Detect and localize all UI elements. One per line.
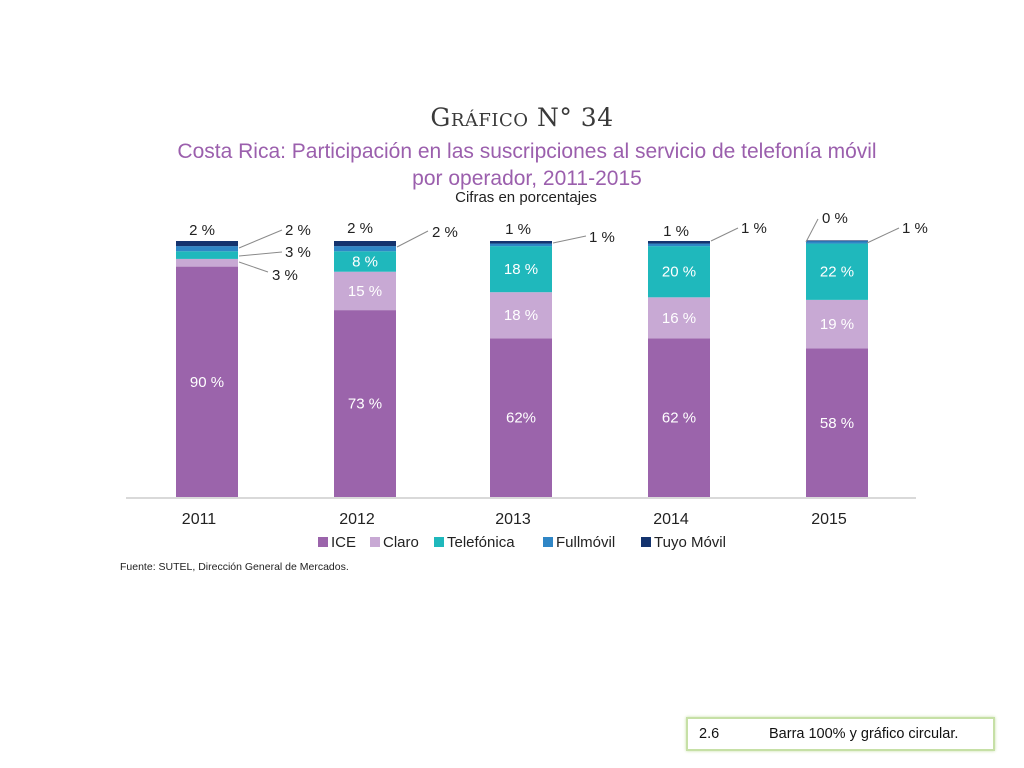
data-label-ice-2013: 62%	[506, 410, 536, 427]
bar-segment-claro-2013	[490, 292, 552, 339]
data-label-fullmovil-2015: 1 %	[902, 220, 928, 237]
bar-segment-claro-2012	[334, 271, 396, 311]
data-label-fullmovil-2014: 1 %	[741, 220, 767, 237]
bar-segment-tuyo-movil-2012	[334, 241, 396, 247]
bar-segment-tuyo-movil-2015	[806, 240, 868, 242]
bar-segment-ice-2013	[490, 338, 552, 497]
data-label-tuyo-movil-2012: 2 %	[347, 220, 373, 237]
data-label-fullmovil-2011: 2 %	[285, 222, 311, 239]
data-label-telefonica-2011: 3 %	[285, 244, 311, 261]
bar-segment-claro-2011	[176, 258, 238, 267]
x-tick-label-2012: 2012	[339, 511, 375, 528]
bar-segment-tuyo-movil-2013	[490, 241, 552, 244]
bar-segment-tuyo-movil-2011	[176, 241, 238, 247]
x-tick-label-2015: 2015	[811, 511, 847, 528]
chart-subtitle-line1: Costa Rica: Participación en las suscrip…	[177, 140, 877, 163]
slide-note-box: 2.6 Barra 100% y gráfico circular.	[686, 717, 995, 751]
data-label-claro-2014: 16 %	[662, 310, 696, 327]
legend-swatch-ice	[318, 537, 328, 547]
data-label-tuyo-movil-2014: 1 %	[663, 223, 689, 240]
bar-segment-fullmovil-2015	[806, 241, 868, 244]
legend-swatch-claro	[370, 537, 380, 547]
callout-line-fullmovil-2014	[710, 227, 739, 242]
data-label-claro-2012: 15 %	[348, 283, 382, 300]
legend-label-telefonica: Telefónica	[447, 534, 515, 551]
data-label-claro-2015: 19 %	[820, 316, 854, 333]
callout-line-fullmovil-2013	[552, 235, 587, 244]
bar-segment-telefonica-2011	[176, 251, 238, 259]
bar-segment-ice-2012	[334, 310, 396, 497]
data-label-telefonica-2012: 8 %	[352, 253, 378, 270]
callout-line-claro-2011	[238, 261, 269, 273]
bar-segment-tuyo-movil-2014	[648, 241, 710, 244]
callout-line-fullmovil-2011	[238, 229, 283, 249]
x-tick-label-2013: 2013	[495, 511, 531, 528]
callout-line-fullmovil-2015	[866, 227, 900, 244]
data-label-ice-2012: 73 %	[348, 396, 382, 413]
chart-units: Cifras en porcentajes	[455, 189, 597, 206]
data-label-ice-2015: 58 %	[820, 415, 854, 432]
legend-label-ice: ICE	[331, 534, 356, 551]
x-tick-label-2014: 2014	[653, 511, 689, 528]
note-text: Barra 100% y gráfico circular.	[769, 726, 959, 742]
data-label-fullmovil-2012: 2 %	[432, 224, 458, 241]
bar-segment-claro-2015	[806, 299, 868, 349]
legend-label-tuyo-movil: Tuyo Móvil	[654, 534, 726, 551]
data-label-telefonica-2013: 18 %	[504, 261, 538, 278]
bar-segment-telefonica-2012	[334, 251, 396, 272]
x-tick-label-2011: 2011	[182, 511, 217, 528]
data-label-ice-2014: 62 %	[662, 410, 696, 427]
bar-segment-telefonica-2014	[648, 246, 710, 298]
data-label-telefonica-2014: 20 %	[662, 264, 696, 281]
bar-segment-fullmovil-2012	[334, 246, 396, 252]
bar-segment-fullmovil-2011	[176, 246, 238, 252]
source-note: Fuente: SUTEL, Dirección General de Merc…	[120, 561, 349, 573]
bar-segment-ice-2011	[176, 266, 238, 497]
data-label-tuyo-movil-2015: 0 %	[822, 210, 848, 227]
legend-label-fullmovil: Fullmóvil	[556, 534, 615, 551]
data-label-telefonica-2015: 22 %	[820, 264, 854, 281]
legend-swatch-tuyo-movil	[641, 537, 651, 547]
chart-title: Gráfico N° 34	[430, 103, 614, 132]
legend-swatch-telefonica	[434, 537, 444, 547]
data-label-ice-2011: 90 %	[190, 374, 224, 391]
note-number: 2.6	[699, 726, 720, 742]
callout-line-tuyo-movil-2015	[805, 218, 819, 243]
bar-segment-fullmovil-2013	[490, 243, 552, 247]
bar-segment-fullmovil-2014	[648, 243, 710, 247]
chart-subtitle: Costa Rica: Participación en las suscrip…	[150, 138, 904, 192]
callout-line-fullmovil-2012	[396, 230, 429, 248]
data-label-tuyo-movil-2013: 1 %	[505, 221, 531, 238]
callout-line-telefonica-2011	[238, 251, 283, 257]
chart-subtitle-line2: por operador, 2011-2015	[412, 167, 642, 190]
bar-segment-claro-2014	[648, 297, 710, 339]
bar-segment-telefonica-2013	[490, 246, 552, 293]
data-label-claro-2013: 18 %	[504, 307, 538, 324]
data-label-fullmovil-2013: 1 %	[589, 229, 615, 246]
bar-segment-ice-2014	[648, 338, 710, 497]
bar-segment-telefonica-2015	[806, 243, 868, 300]
legend-label-claro: Claro	[383, 534, 419, 551]
legend-swatch-fullmovil	[543, 537, 553, 547]
data-label-tuyo-movil-2011: 2 %	[189, 222, 215, 239]
data-label-claro-2011: 3 %	[272, 267, 298, 284]
bar-segment-ice-2015	[806, 348, 868, 497]
